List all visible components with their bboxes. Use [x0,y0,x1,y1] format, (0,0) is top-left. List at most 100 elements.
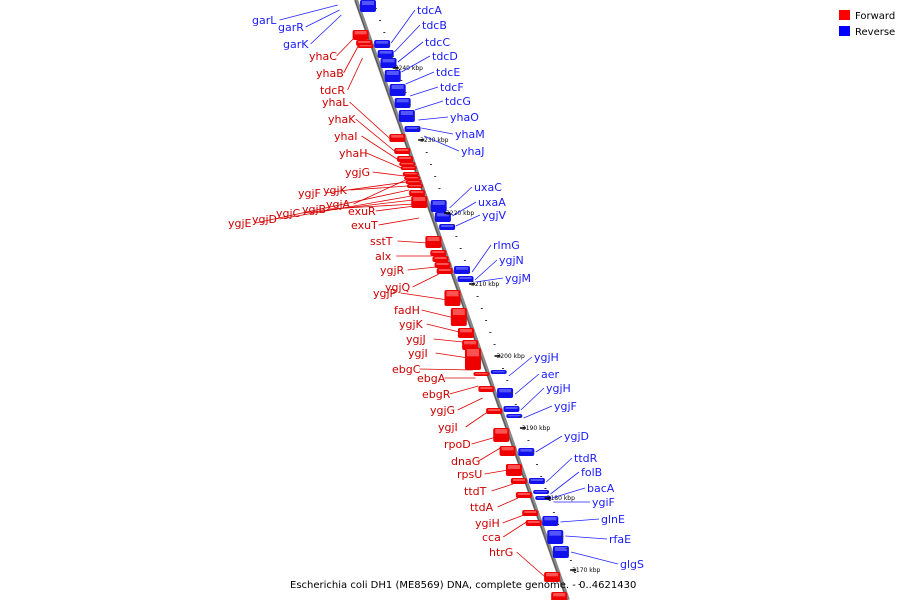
reverse-gene-label[interactable]: tdcB [422,19,447,32]
reverse-gene-label[interactable]: yhaO [450,111,479,124]
scale-dot [535,464,538,465]
forward-gene-highlight [501,447,514,451]
reverse-leader-line [279,4,338,21]
reverse-gene-label[interactable]: rlmG [493,239,520,252]
scale-dot [497,356,500,357]
forward-gene-label[interactable]: ygjF [298,187,321,200]
forward-gene-label[interactable]: ygjG [430,404,455,417]
reverse-gene-label[interactable]: rfaE [609,533,631,546]
forward-gene-label[interactable]: sstT [370,235,393,248]
forward-gene-label[interactable]: rpoD [444,438,471,451]
forward-gene-label[interactable]: exuT [351,219,378,232]
reverse-gene-label[interactable]: uxaA [478,196,506,209]
forward-gene-highlight [409,185,422,187]
reverse-gene-label[interactable]: ygjM [505,272,531,285]
reverse-gene-label[interactable]: ttdR [574,452,598,465]
forward-gene-label[interactable]: ygjK [323,184,348,197]
reverse-gene-highlight [379,51,392,54]
forward-gene-label[interactable]: ygjK [399,318,424,331]
reverse-gene-label[interactable]: tdcG [445,95,471,108]
forward-gene-highlight [459,329,472,333]
forward-gene-label[interactable]: fadH [394,304,420,317]
forward-gene-label[interactable]: ebgR [422,388,451,401]
forward-gene-label[interactable]: ebgA [417,372,446,385]
forward-gene-label[interactable]: yhaC [309,50,337,63]
forward-gene-label[interactable]: ttdA [470,501,494,514]
forward-gene-label[interactable]: ygjQ [385,281,411,294]
forward-gene-label[interactable]: ygiH [475,517,500,530]
reverse-gene-label[interactable]: ygjN [499,254,524,267]
reverse-gene-label[interactable]: folB [581,466,602,479]
forward-gene-label[interactable]: ebgC [392,363,421,376]
reverse-gene-label[interactable]: bacA [587,482,615,495]
reverse-leader-line [520,387,545,411]
forward-gene-label[interactable]: dnaG [451,455,480,468]
reverse-gene-label[interactable]: tdcE [436,66,460,79]
reverse-gene-label[interactable]: tdcA [417,4,442,17]
scale-dot [523,428,526,429]
forward-gene-label[interactable]: ygjB [302,203,326,216]
forward-gene-label[interactable]: cca [482,531,501,544]
forward-gene-label[interactable]: yhaB [316,67,344,80]
forward-gene-label[interactable]: yhaH [339,147,368,160]
reverse-gene-label[interactable]: uxaC [474,181,502,194]
scale-dot [578,584,581,585]
reverse-gene-label[interactable]: ygiF [592,496,615,509]
forward-gene-highlight [434,257,447,259]
reverse-gene-label[interactable]: tdcF [440,81,464,94]
forward-leader-line [502,514,525,524]
forward-gene-label[interactable]: ttdT [464,485,487,498]
reverse-gene-label[interactable]: garL [252,14,277,27]
reverse-gene-label[interactable]: glgS [620,558,644,571]
scale-dot [451,224,454,225]
reverse-gene-label[interactable]: tdcD [432,50,458,63]
reverse-gene-label[interactable]: yhaJ [461,145,484,158]
forward-gene-label[interactable]: yhaI [334,130,357,143]
forward-gene-label[interactable]: exuR [348,205,376,218]
scale-dot [404,92,407,93]
scale-dot [417,128,420,129]
forward-gene-label[interactable]: ygjI [408,347,428,360]
reverse-leader-line [310,14,342,45]
forward-gene-label[interactable]: ygjJ [406,333,426,346]
forward-gene-label[interactable]: ygjR [380,264,405,277]
forward-gene-label[interactable]: ygjE [228,217,252,230]
forward-gene-highlight [512,479,525,481]
forward-gene-label[interactable]: ygjG [345,166,370,179]
scale-dot [565,548,568,549]
forward-gene-label[interactable]: yhaL [322,96,349,109]
reverse-gene-label[interactable]: garR [278,21,304,34]
reverse-gene-label[interactable]: ygjH [546,382,571,395]
reverse-gene-label[interactable]: ygjV [482,209,507,222]
reverse-gene-label[interactable]: yhaM [455,128,485,141]
forward-gene-label[interactable]: tdcR [320,84,345,97]
reverse-gene-label[interactable]: ygjH [534,351,559,364]
forward-gene-label[interactable]: alx [375,250,392,263]
reverse-gene-label[interactable]: garK [283,38,309,51]
scale-dot [421,140,424,141]
reverse-gene-label[interactable]: aer [541,368,560,381]
reverse-gene-label[interactable]: glnE [601,513,625,526]
forward-leader-line [372,171,405,177]
forward-gene-highlight [396,149,409,151]
reverse-gene-label[interactable]: tdcC [425,36,450,49]
reverse-leader-line [414,100,444,111]
forward-gene-label[interactable]: rpsU [457,468,482,481]
forward-gene-label[interactable]: ygjA [326,198,351,211]
forward-gene-label[interactable]: ygjD [252,213,277,226]
forward-gene-label[interactable]: ygjP [373,287,397,300]
scale-dot [442,200,445,201]
forward-gene-label[interactable]: htrG [489,546,513,559]
reverse-gene-label[interactable]: ygjD [564,430,589,443]
forward-gene-label[interactable]: yhaK [328,113,356,126]
reverse-gene-highlight [455,267,468,270]
forward-leader-line [336,36,356,57]
forward-gene-label[interactable]: ygjI [438,421,458,434]
reverse-gene-label[interactable]: ygjF [554,400,577,413]
forward-gene-label[interactable]: ygjC [276,207,301,220]
forward-leader-line [421,309,455,319]
forward-leader-line [502,521,527,538]
forward-gene-highlight [517,493,530,495]
reverse-genes [360,0,569,558]
